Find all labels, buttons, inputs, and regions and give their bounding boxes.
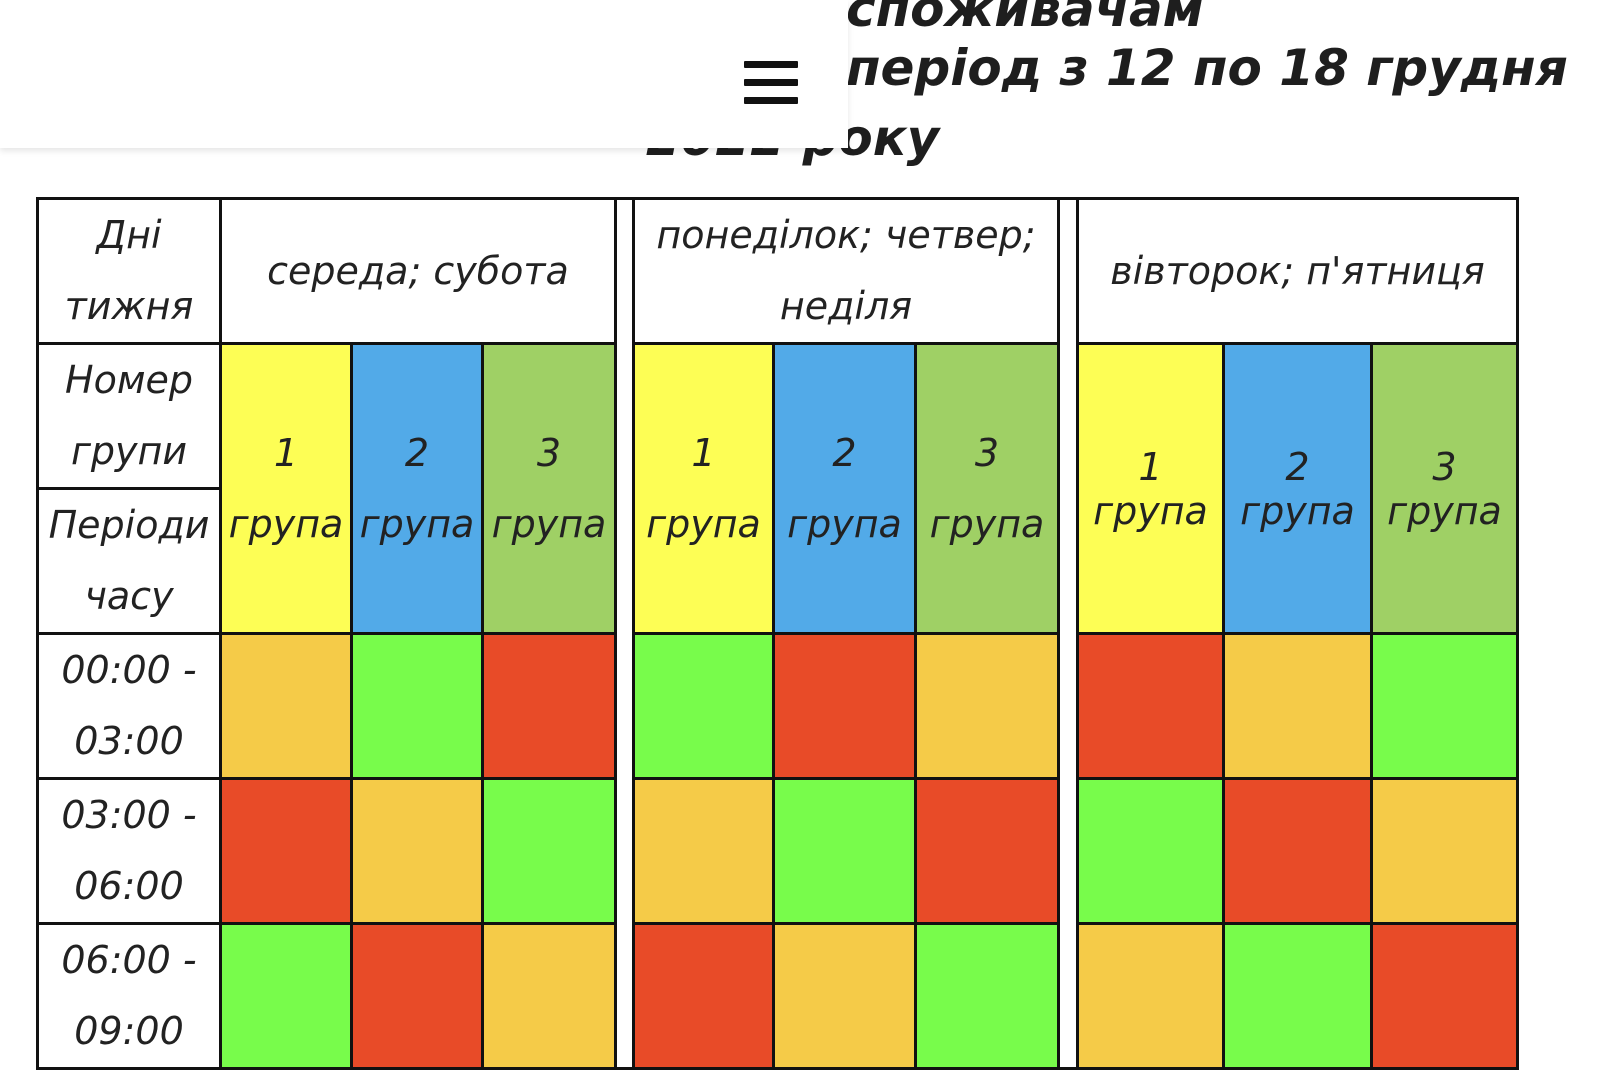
schedule-cell	[219, 777, 353, 925]
group-number-label: Номер групи	[36, 342, 222, 490]
schedule-cell	[481, 777, 617, 925]
schedule-cell	[632, 777, 775, 925]
column-separator	[614, 197, 635, 1070]
site-header	[0, 0, 848, 148]
group-2-header: 2 група	[772, 342, 917, 635]
schedule-cell	[350, 777, 484, 925]
day-group-header: середа; субота	[219, 197, 617, 345]
schedule-cell	[1076, 922, 1225, 1070]
schedule-cell	[1370, 777, 1519, 925]
group-3-header: 3 група	[481, 342, 617, 635]
days-of-week-label: Дні тижня	[36, 197, 222, 345]
group-number-row: Номер групи 1 група 2 група 3 група 1 гр…	[36, 342, 1519, 635]
menu-bar	[744, 79, 798, 86]
schedule-cell	[914, 922, 1060, 1070]
schedule-cell	[914, 777, 1060, 925]
page-title-line-1: споживачам	[846, 0, 1204, 38]
title-period-dates: 12 по 18 грудня	[1106, 39, 1568, 97]
schedule-cell	[772, 632, 917, 780]
time-slot-row: 06:00 - 09:00	[36, 922, 1519, 1070]
schedule-cell	[632, 922, 775, 1070]
group-3-header: 3 група	[914, 342, 1060, 635]
group-1-header: 1 група	[632, 342, 775, 635]
time-slot-label: 03:00 - 06:00	[36, 777, 222, 925]
schedule-cell	[772, 922, 917, 1070]
time-periods-label: Періоди часу	[36, 487, 222, 635]
menu-bar	[744, 61, 798, 68]
schedule-cell	[219, 632, 353, 780]
schedule-cell	[350, 632, 484, 780]
schedule-cell	[1076, 777, 1225, 925]
schedule-cell	[1370, 922, 1519, 1070]
group-2-header: 2 група	[350, 342, 484, 635]
schedule-cell	[1222, 922, 1373, 1070]
time-slot-label: 00:00 - 03:00	[36, 632, 222, 780]
schedule-cell	[914, 632, 1060, 780]
day-group-header: вівторок; п'ятниця	[1076, 197, 1519, 345]
schedule-cell	[481, 632, 617, 780]
schedule-cell	[350, 922, 484, 1070]
days-header-row: Дні тижня середа; субота понеділок; четв…	[36, 197, 1519, 1070]
outage-schedule-table: Дні тижня середа; субота понеділок; четв…	[36, 197, 1519, 1070]
time-slot-label: 06:00 - 09:00	[36, 922, 222, 1070]
schedule-cell	[219, 922, 353, 1070]
group-2-header: 2 група	[1222, 342, 1373, 635]
schedule-cell	[1370, 632, 1519, 780]
time-slot-row: 00:00 - 03:00	[36, 632, 1519, 780]
title-period-prefix: період з	[846, 39, 1106, 97]
menu-bar	[744, 97, 798, 104]
schedule-cell	[772, 777, 917, 925]
schedule-cell	[632, 632, 775, 780]
schedule-cell	[1222, 777, 1373, 925]
time-periods-row: Періоди часу	[36, 487, 1518, 635]
page-title-line-2: період з 12 по 18 грудня	[846, 39, 1568, 97]
day-group-header: понеділок; четвер; неділя	[632, 197, 1060, 345]
hamburger-menu-icon[interactable]	[744, 57, 800, 109]
group-1-header: 1 група	[1076, 342, 1225, 635]
group-3-header: 3 група	[1370, 342, 1519, 635]
column-separator	[1057, 197, 1079, 1070]
schedule-cell	[1222, 632, 1373, 780]
group-1-header: 1 група	[219, 342, 353, 635]
time-slot-row: 03:00 - 06:00	[36, 777, 1519, 925]
schedule-cell	[1076, 632, 1225, 780]
schedule-cell	[481, 922, 617, 1070]
